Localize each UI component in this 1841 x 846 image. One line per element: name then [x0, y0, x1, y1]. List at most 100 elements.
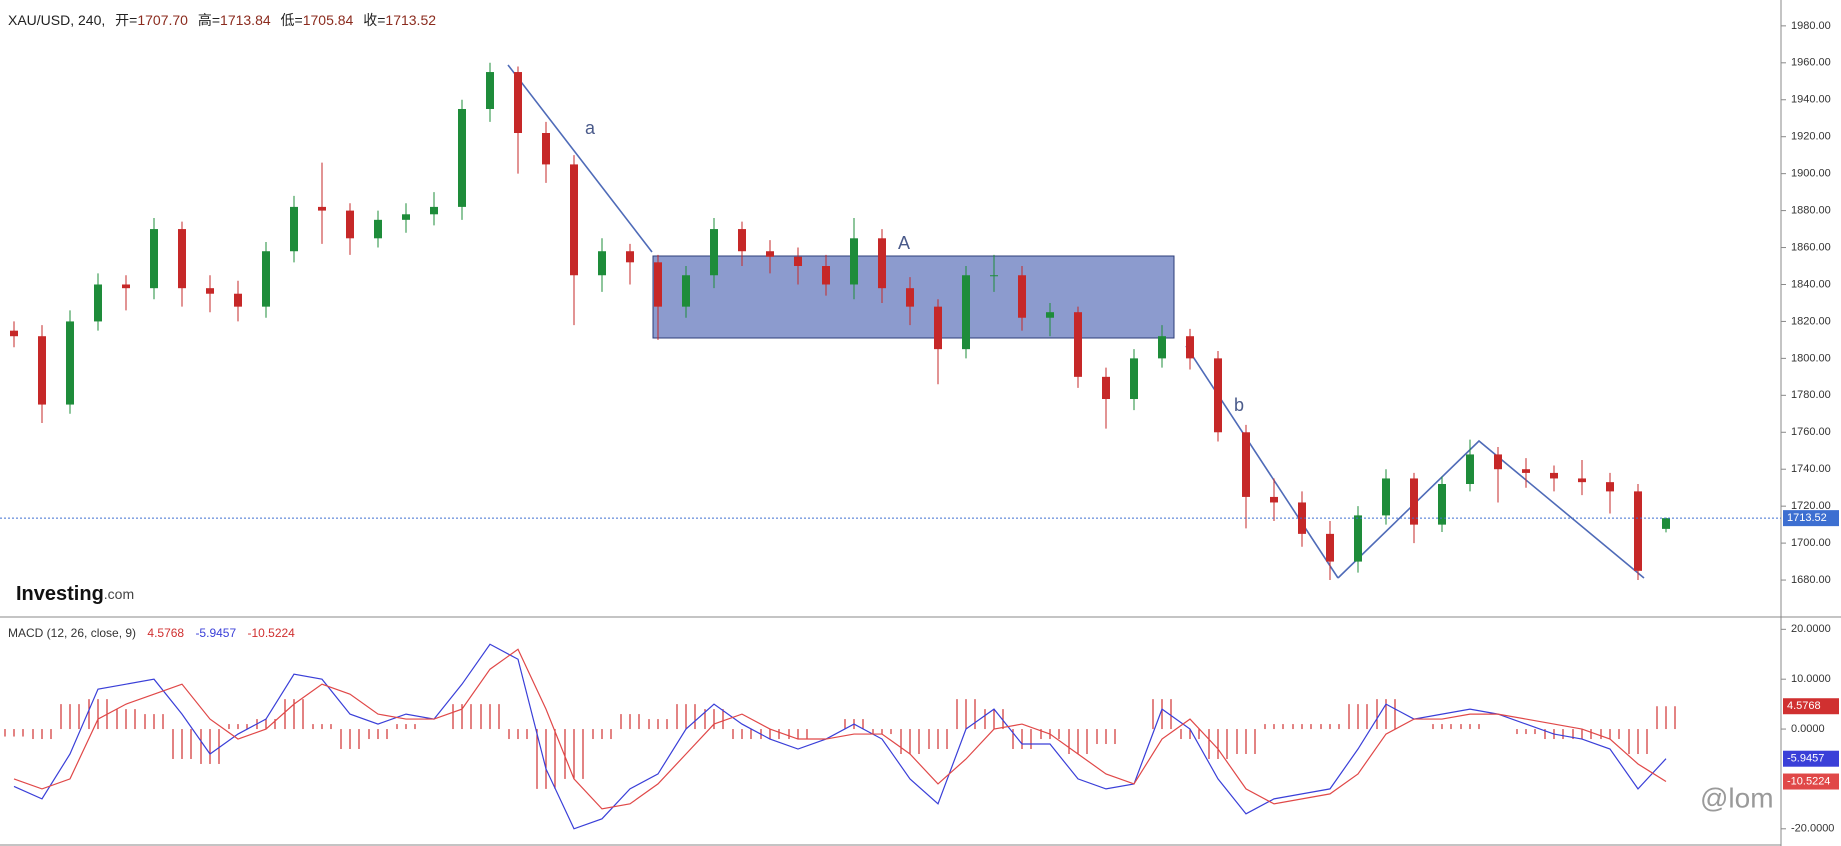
- y-tick-label: 1900.00: [1791, 168, 1831, 180]
- candle-body: [10, 330, 18, 337]
- candle-body: [1326, 533, 1334, 562]
- candle-body: [1662, 518, 1670, 529]
- candle-body: [906, 288, 914, 307]
- candle-body: [570, 164, 578, 276]
- y-tick-label: 1740.00: [1791, 463, 1831, 475]
- y-tick-label: 1840.00: [1791, 278, 1831, 290]
- y-tick-label: 1700.00: [1791, 537, 1831, 549]
- candle-body: [1606, 482, 1614, 492]
- histogram-tag-label: 4.5768: [1787, 700, 1821, 712]
- signal-tag-label: -10.5224: [1787, 775, 1830, 787]
- y-tick-label: 20.0000: [1791, 623, 1831, 635]
- annotation-layer: a A b: [10, 62, 1670, 581]
- candle-body: [514, 72, 522, 134]
- candle-body: [1578, 478, 1586, 483]
- wave-label: b: [1234, 395, 1244, 415]
- candle-body: [458, 108, 466, 207]
- last-price-tag: [1783, 510, 1839, 527]
- candle-body: [1634, 491, 1642, 571]
- candle-body: [206, 288, 214, 294]
- candle-body: [1130, 358, 1138, 400]
- macd-tag: [1783, 750, 1839, 767]
- ohlc-label: 收=: [363, 12, 386, 28]
- candle-body: [850, 238, 858, 285]
- candle-body: [1074, 312, 1082, 377]
- candle-body: [990, 275, 998, 277]
- candle-body: [1270, 496, 1278, 503]
- y-tick-label: 1920.00: [1791, 131, 1831, 143]
- macd-title: MACD (12, 26, close, 9): [8, 626, 137, 640]
- y-tick-label: 0.0000: [1791, 723, 1825, 735]
- candle-body: [878, 238, 886, 289]
- y-tick-label: 1960.00: [1791, 57, 1831, 69]
- ohlc-label: 高=: [197, 12, 221, 28]
- histogram-value: 4.5768: [147, 626, 185, 640]
- candle-body: [1018, 275, 1026, 318]
- candle-body: [346, 210, 354, 239]
- candle-body: [318, 206, 326, 211]
- watermark-main: Investing: [16, 583, 104, 605]
- y-tick-label: 10.0000: [1791, 673, 1831, 685]
- trend-line-b: [1185, 345, 1339, 579]
- credit: @lom: [1700, 782, 1774, 813]
- y-tick-label: 1880.00: [1791, 204, 1831, 216]
- candle-body: [262, 251, 270, 307]
- candle-body: [1242, 432, 1250, 497]
- candle-body: [962, 275, 970, 350]
- candle-body: [1438, 483, 1446, 525]
- candle-body: [710, 229, 718, 276]
- candle-body: [1102, 376, 1110, 400]
- macd-tag-label: -5.9457: [1787, 753, 1824, 765]
- candle-body: [1494, 454, 1502, 470]
- candle-body: [654, 262, 662, 307]
- candle-body: [626, 251, 634, 263]
- candle-body: [1354, 515, 1362, 562]
- candle-body: [934, 306, 942, 350]
- candle-body: [542, 133, 550, 165]
- candle-body: [1382, 478, 1390, 516]
- symbol: XAU/USD, 240,: [8, 12, 106, 28]
- candle-body: [1158, 336, 1166, 359]
- candle-body: [486, 72, 494, 109]
- signal-tag: [1783, 773, 1839, 790]
- candle-body: [66, 321, 74, 405]
- candle-body: [402, 214, 410, 220]
- candle-body: [682, 275, 690, 307]
- candle-body: [738, 229, 746, 252]
- signal-value: -10.5224: [247, 626, 295, 640]
- ohlc-label: 低=: [280, 12, 303, 28]
- wave-label: a: [585, 118, 596, 138]
- candle-body: [822, 266, 830, 285]
- y-tick-label: 1680.00: [1791, 574, 1831, 586]
- ohlc-value: 1707.70: [137, 12, 188, 28]
- histogram-tag: [1783, 698, 1839, 715]
- watermark-suffix: .com: [104, 586, 134, 602]
- y-tick-label: -20.0000: [1791, 823, 1834, 835]
- trend-line-a: [507, 64, 653, 253]
- y-tick-label: 1820.00: [1791, 315, 1831, 327]
- candle-body: [1186, 336, 1194, 359]
- candle-body: [178, 229, 186, 289]
- last-price-label: 1713.52: [1787, 512, 1827, 524]
- ohlc-label: 开=: [115, 12, 138, 28]
- candle-body: [1466, 454, 1474, 484]
- ohlc-value: 1705.84: [302, 12, 354, 28]
- signal-line: [13, 648, 1667, 810]
- y-tick-label: 1940.00: [1791, 94, 1831, 106]
- candle-body: [150, 229, 158, 289]
- y-tick-label: 1780.00: [1791, 389, 1831, 401]
- macd-line: [13, 643, 1667, 830]
- ohlc-value: 1713.84: [220, 12, 271, 28]
- wave-label: A: [898, 233, 910, 253]
- macd-value: -5.9457: [195, 626, 237, 640]
- candle-body: [766, 251, 774, 257]
- candle-body: [234, 293, 242, 307]
- candle-body: [794, 256, 802, 267]
- candle-body: [94, 284, 102, 322]
- candle-body: [598, 251, 606, 276]
- candle-body: [430, 206, 438, 215]
- macd-header: MACD (12, 26, close, 9) 4.5768 -5.9457 -…: [8, 626, 303, 640]
- candle-body: [1522, 469, 1530, 473]
